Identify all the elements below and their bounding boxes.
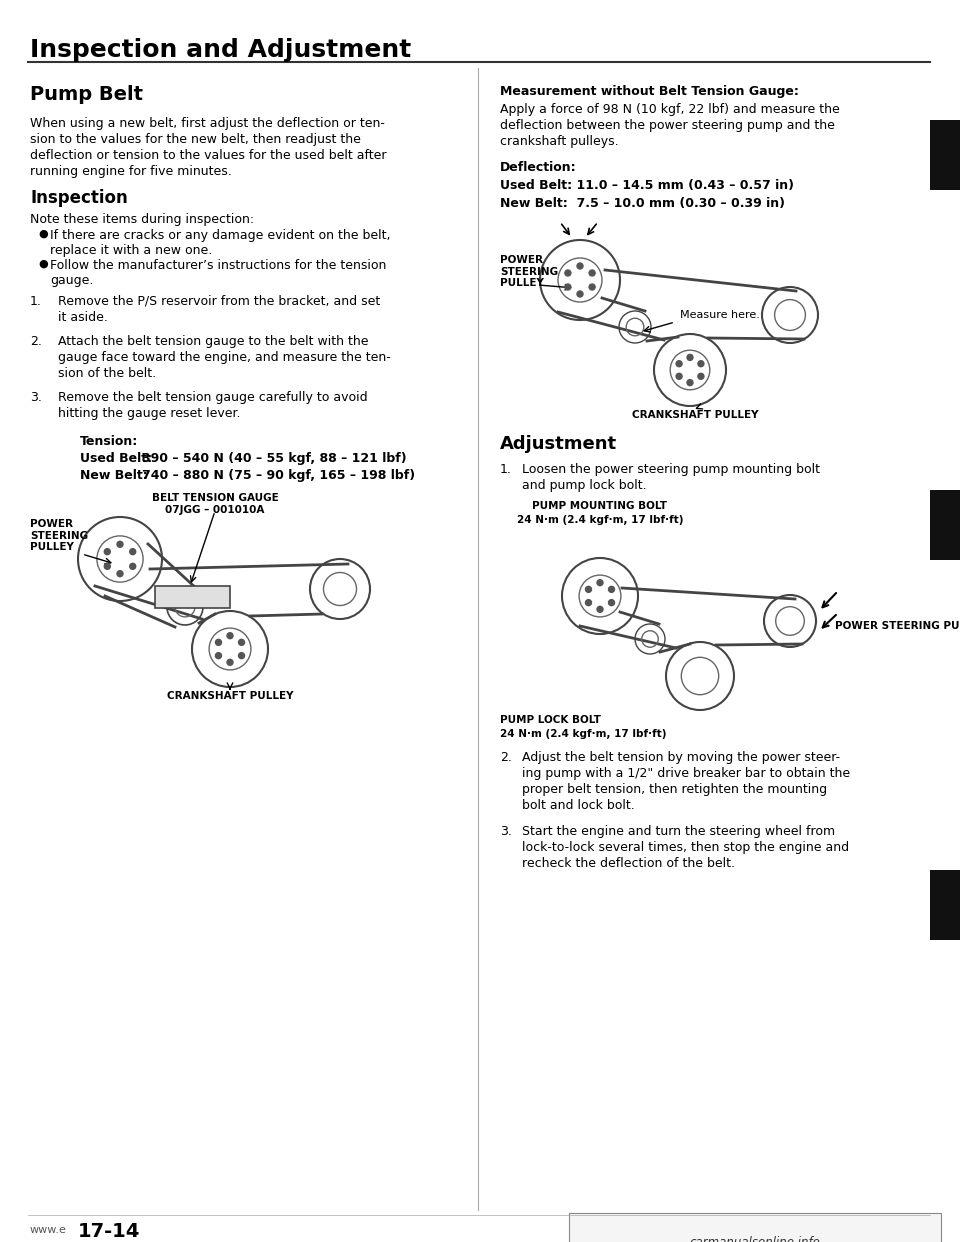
- Bar: [930, 491, 960, 560]
- Text: PUMP LOCK BOLT: PUMP LOCK BOLT: [500, 715, 601, 725]
- Circle shape: [238, 640, 245, 646]
- Text: sion to the values for the new belt, then readjust the: sion to the values for the new belt, the…: [30, 133, 361, 147]
- Text: 1.: 1.: [500, 463, 512, 476]
- Text: Used Belt: 11.0 – 14.5 mm (0.43 – 0.57 in): Used Belt: 11.0 – 14.5 mm (0.43 – 0.57 i…: [500, 179, 794, 193]
- Circle shape: [597, 606, 603, 612]
- Text: gauge.: gauge.: [50, 274, 93, 287]
- Text: Inspection: Inspection: [30, 189, 128, 207]
- Text: Attach the belt tension gauge to the belt with the: Attach the belt tension gauge to the bel…: [58, 335, 369, 348]
- Circle shape: [238, 652, 245, 658]
- Text: CRANKSHAFT PULLEY: CRANKSHAFT PULLEY: [632, 410, 758, 420]
- Circle shape: [215, 640, 222, 646]
- Text: 2.: 2.: [30, 335, 42, 348]
- Text: www.e: www.e: [30, 1225, 67, 1235]
- Text: Measure here.: Measure here.: [680, 310, 760, 320]
- Text: 17-14: 17-14: [78, 1222, 140, 1241]
- Circle shape: [589, 270, 595, 276]
- Text: sion of the belt.: sion of the belt.: [58, 366, 156, 380]
- Text: Tension:: Tension:: [80, 435, 138, 448]
- Text: New Belt:: New Belt:: [80, 469, 148, 482]
- Circle shape: [564, 270, 571, 276]
- Text: Used Belt:: Used Belt:: [80, 452, 152, 465]
- Text: POWER
STEERING
PULLEY: POWER STEERING PULLEY: [500, 255, 558, 288]
- Circle shape: [676, 374, 683, 379]
- Bar: [930, 120, 960, 190]
- Text: Pump Belt: Pump Belt: [30, 84, 143, 104]
- Text: Adjust the belt tension by moving the power steer-: Adjust the belt tension by moving the po…: [522, 751, 840, 764]
- Text: 24 N·m (2.4 kgf·m, 17 lbf·ft): 24 N·m (2.4 kgf·m, 17 lbf·ft): [500, 729, 666, 739]
- Text: deflection or tension to the values for the used belt after: deflection or tension to the values for …: [30, 149, 387, 161]
- Text: 390 – 540 N (40 – 55 kgf, 88 – 121 lbf): 390 – 540 N (40 – 55 kgf, 88 – 121 lbf): [142, 452, 407, 465]
- Circle shape: [687, 380, 693, 385]
- Circle shape: [227, 632, 233, 638]
- Text: 740 – 880 N (75 – 90 kgf, 165 – 198 lbf): 740 – 880 N (75 – 90 kgf, 165 – 198 lbf): [142, 469, 415, 482]
- Circle shape: [687, 354, 693, 360]
- Bar: [155, 586, 230, 609]
- Text: Deflection:: Deflection:: [500, 161, 577, 174]
- Circle shape: [130, 564, 135, 569]
- Text: PUMP MOUNTING BOLT: PUMP MOUNTING BOLT: [533, 501, 667, 510]
- Text: Remove the P/S reservoir from the bracket, and set: Remove the P/S reservoir from the bracke…: [58, 296, 380, 308]
- Text: it aside.: it aside.: [58, 310, 108, 324]
- Text: ing pump with a 1/2" drive breaker bar to obtain the: ing pump with a 1/2" drive breaker bar t…: [522, 768, 851, 780]
- Text: running engine for five minutes.: running engine for five minutes.: [30, 165, 231, 178]
- Text: Note these items during inspection:: Note these items during inspection:: [30, 212, 254, 226]
- Circle shape: [577, 291, 583, 297]
- Text: 1.: 1.: [30, 296, 42, 308]
- Text: 3.: 3.: [500, 825, 512, 838]
- FancyBboxPatch shape: [569, 1213, 941, 1242]
- Text: deflection between the power steering pump and the: deflection between the power steering pu…: [500, 119, 835, 132]
- Text: ●: ●: [38, 229, 48, 238]
- Circle shape: [586, 600, 591, 606]
- Text: hitting the gauge reset lever.: hitting the gauge reset lever.: [58, 407, 241, 420]
- Text: Follow the manufacturer’s instructions for the tension: Follow the manufacturer’s instructions f…: [50, 260, 386, 272]
- Circle shape: [609, 600, 614, 606]
- Circle shape: [609, 586, 614, 592]
- Text: 24 N·m (2.4 kgf·m, 17 lbf·ft): 24 N·m (2.4 kgf·m, 17 lbf·ft): [516, 515, 684, 525]
- Circle shape: [105, 564, 110, 569]
- Circle shape: [564, 284, 571, 289]
- Circle shape: [117, 571, 123, 576]
- Circle shape: [215, 652, 222, 658]
- Text: CRANKSHAFT PULLEY: CRANKSHAFT PULLEY: [167, 691, 293, 700]
- Text: Remove the belt tension gauge carefully to avoid: Remove the belt tension gauge carefully …: [58, 391, 368, 404]
- Text: lock-to-lock several times, then stop the engine and: lock-to-lock several times, then stop th…: [522, 841, 850, 854]
- Text: Loosen the power steering pump mounting bolt: Loosen the power steering pump mounting …: [522, 463, 820, 476]
- Circle shape: [597, 580, 603, 586]
- Circle shape: [117, 542, 123, 548]
- Circle shape: [698, 360, 704, 366]
- Text: replace it with a new one.: replace it with a new one.: [50, 243, 212, 257]
- Text: Apply a force of 98 N (10 kgf, 22 lbf) and measure the: Apply a force of 98 N (10 kgf, 22 lbf) a…: [500, 103, 840, 116]
- Circle shape: [227, 660, 233, 666]
- Text: gauge face toward the engine, and measure the ten-: gauge face toward the engine, and measur…: [58, 351, 391, 364]
- Text: POWER STEERING PUMP: POWER STEERING PUMP: [835, 621, 960, 631]
- Circle shape: [698, 374, 704, 379]
- Text: Measurement without Belt Tension Gauge:: Measurement without Belt Tension Gauge:: [500, 84, 799, 98]
- Text: Start the engine and turn the steering wheel from: Start the engine and turn the steering w…: [522, 825, 835, 838]
- Circle shape: [577, 263, 583, 270]
- Text: and pump lock bolt.: and pump lock bolt.: [522, 479, 647, 492]
- Circle shape: [105, 549, 110, 555]
- Text: ●: ●: [38, 260, 48, 270]
- Circle shape: [589, 284, 595, 289]
- Circle shape: [676, 360, 683, 366]
- Circle shape: [130, 549, 135, 555]
- Bar: [930, 869, 960, 940]
- Text: When using a new belt, first adjust the deflection or ten-: When using a new belt, first adjust the …: [30, 117, 385, 130]
- Text: 2.: 2.: [500, 751, 512, 764]
- Text: POWER
STEERING
PULLEY: POWER STEERING PULLEY: [30, 519, 88, 553]
- Text: bolt and lock bolt.: bolt and lock bolt.: [522, 799, 635, 812]
- Text: New Belt:  7.5 – 10.0 mm (0.30 – 0.39 in): New Belt: 7.5 – 10.0 mm (0.30 – 0.39 in): [500, 197, 785, 210]
- Circle shape: [586, 586, 591, 592]
- Text: crankshaft pulleys.: crankshaft pulleys.: [500, 135, 618, 148]
- Text: carmanualsonline.info: carmanualsonline.info: [689, 1236, 821, 1242]
- Text: 3.: 3.: [30, 391, 42, 404]
- Text: proper belt tension, then retighten the mounting: proper belt tension, then retighten the …: [522, 782, 828, 796]
- Text: recheck the deflection of the belt.: recheck the deflection of the belt.: [522, 857, 735, 869]
- Text: Adjustment: Adjustment: [500, 435, 617, 453]
- Text: Inspection and Adjustment: Inspection and Adjustment: [30, 39, 411, 62]
- Text: If there are cracks or any damage evident on the belt,: If there are cracks or any damage eviden…: [50, 229, 391, 242]
- Text: BELT TENSION GAUGE
07JGG – 001010A: BELT TENSION GAUGE 07JGG – 001010A: [152, 493, 278, 514]
